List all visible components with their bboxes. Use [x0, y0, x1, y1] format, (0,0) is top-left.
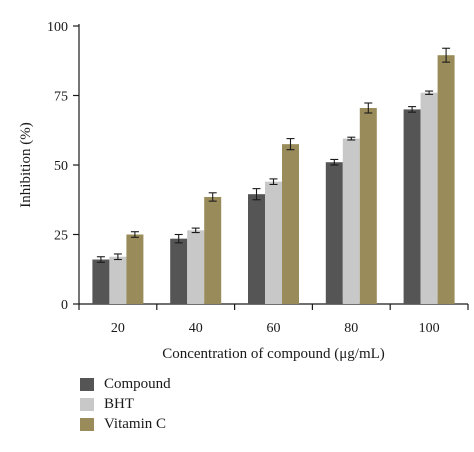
x-tick-label: 80: [344, 321, 358, 336]
bar-bht: [109, 256, 127, 304]
legend-item-compound: Compound: [80, 374, 171, 394]
legend-swatch-compound: [80, 377, 94, 391]
bar-bht: [187, 230, 205, 304]
y-tick-label: 25: [54, 229, 68, 244]
bar-compound: [248, 194, 265, 304]
legend: Compound BHT Vitamin C: [80, 374, 171, 434]
bar-vitamin-c: [126, 234, 144, 304]
bar-vitamin-c: [359, 108, 377, 304]
bar-bht: [420, 92, 438, 304]
bar-vitamin-c: [204, 196, 222, 304]
legend-label-bht: BHT: [104, 395, 134, 412]
bar-compound: [92, 259, 110, 304]
bar-vitamin-c: [282, 144, 299, 304]
legend-label-vitamin-c: Vitamin C: [104, 415, 167, 432]
x-tick-label: 40: [189, 321, 203, 336]
y-tick-label: 100: [47, 20, 68, 35]
y-tick-label: 75: [54, 90, 68, 105]
y-axis: 0 25 50 75 100: [47, 20, 80, 313]
y-tick-label: 0: [61, 298, 68, 313]
legend-swatch-vitamin-c: [80, 417, 94, 431]
bars-group: [92, 47, 455, 305]
legend-item-vitamin-c: Vitamin C: [80, 414, 171, 434]
x-axis: 20 40 60 80 100: [78, 303, 469, 336]
legend-label-compound: Compound: [104, 375, 171, 392]
legend-swatch-bht: [80, 397, 94, 411]
x-tick-label: 100: [419, 321, 440, 336]
x-tick-label: 20: [111, 321, 125, 336]
x-tick-label: 60: [267, 321, 281, 336]
bar-bht: [342, 138, 360, 304]
bar-bht: [265, 181, 282, 304]
bar-compound: [170, 238, 188, 304]
bar-vitamin-c: [437, 55, 455, 304]
bar-compound: [403, 109, 421, 305]
y-axis-title: Inhibition (%): [18, 122, 34, 207]
x-axis-title: Concentration of compound (μg/mL): [162, 346, 385, 362]
y-tick-label: 50: [54, 159, 68, 174]
bar-compound: [325, 162, 343, 304]
legend-item-bht: BHT: [80, 394, 171, 414]
